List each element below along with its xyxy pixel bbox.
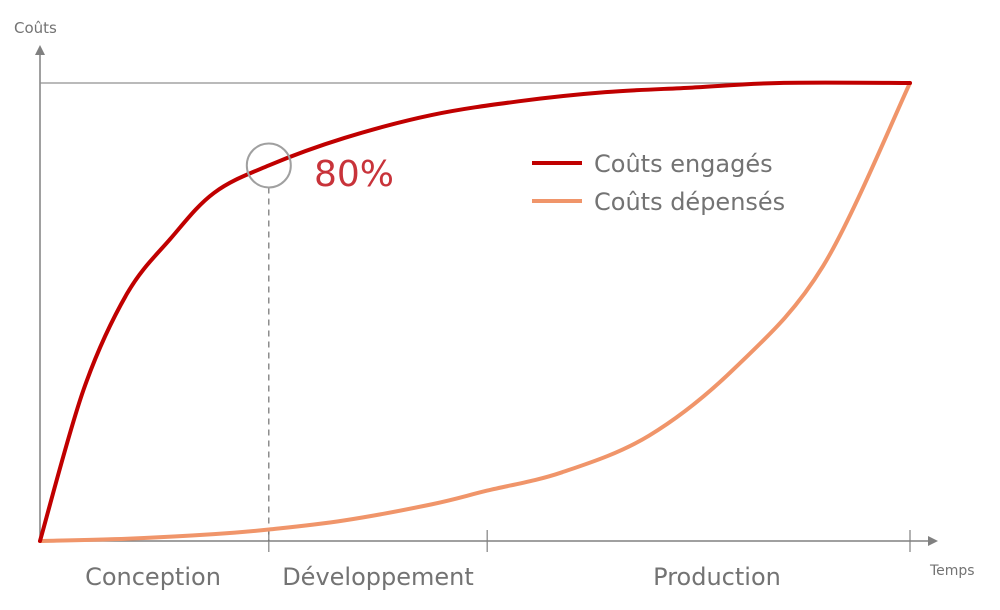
y-axis-label: Coûts — [14, 19, 57, 37]
phase-label-0: Conception — [85, 563, 221, 591]
series-line-0 — [38, 80, 912, 543]
y-axis-arrow-icon — [35, 45, 45, 55]
legend-label-1: Coûts dépensés — [594, 188, 785, 216]
series-line-1 — [38, 81, 912, 543]
annotation-circle — [245, 142, 292, 189]
phase-label-1: Développement — [282, 563, 474, 591]
axes: Coûts Temps — [14, 19, 975, 579]
phase-label-2: Production — [653, 563, 781, 591]
legend-label-0: Coûts engagés — [594, 150, 773, 178]
x-axis-label: Temps — [929, 563, 975, 579]
x-axis-arrow-icon — [928, 536, 938, 546]
annotation-label: 80% — [314, 154, 394, 195]
